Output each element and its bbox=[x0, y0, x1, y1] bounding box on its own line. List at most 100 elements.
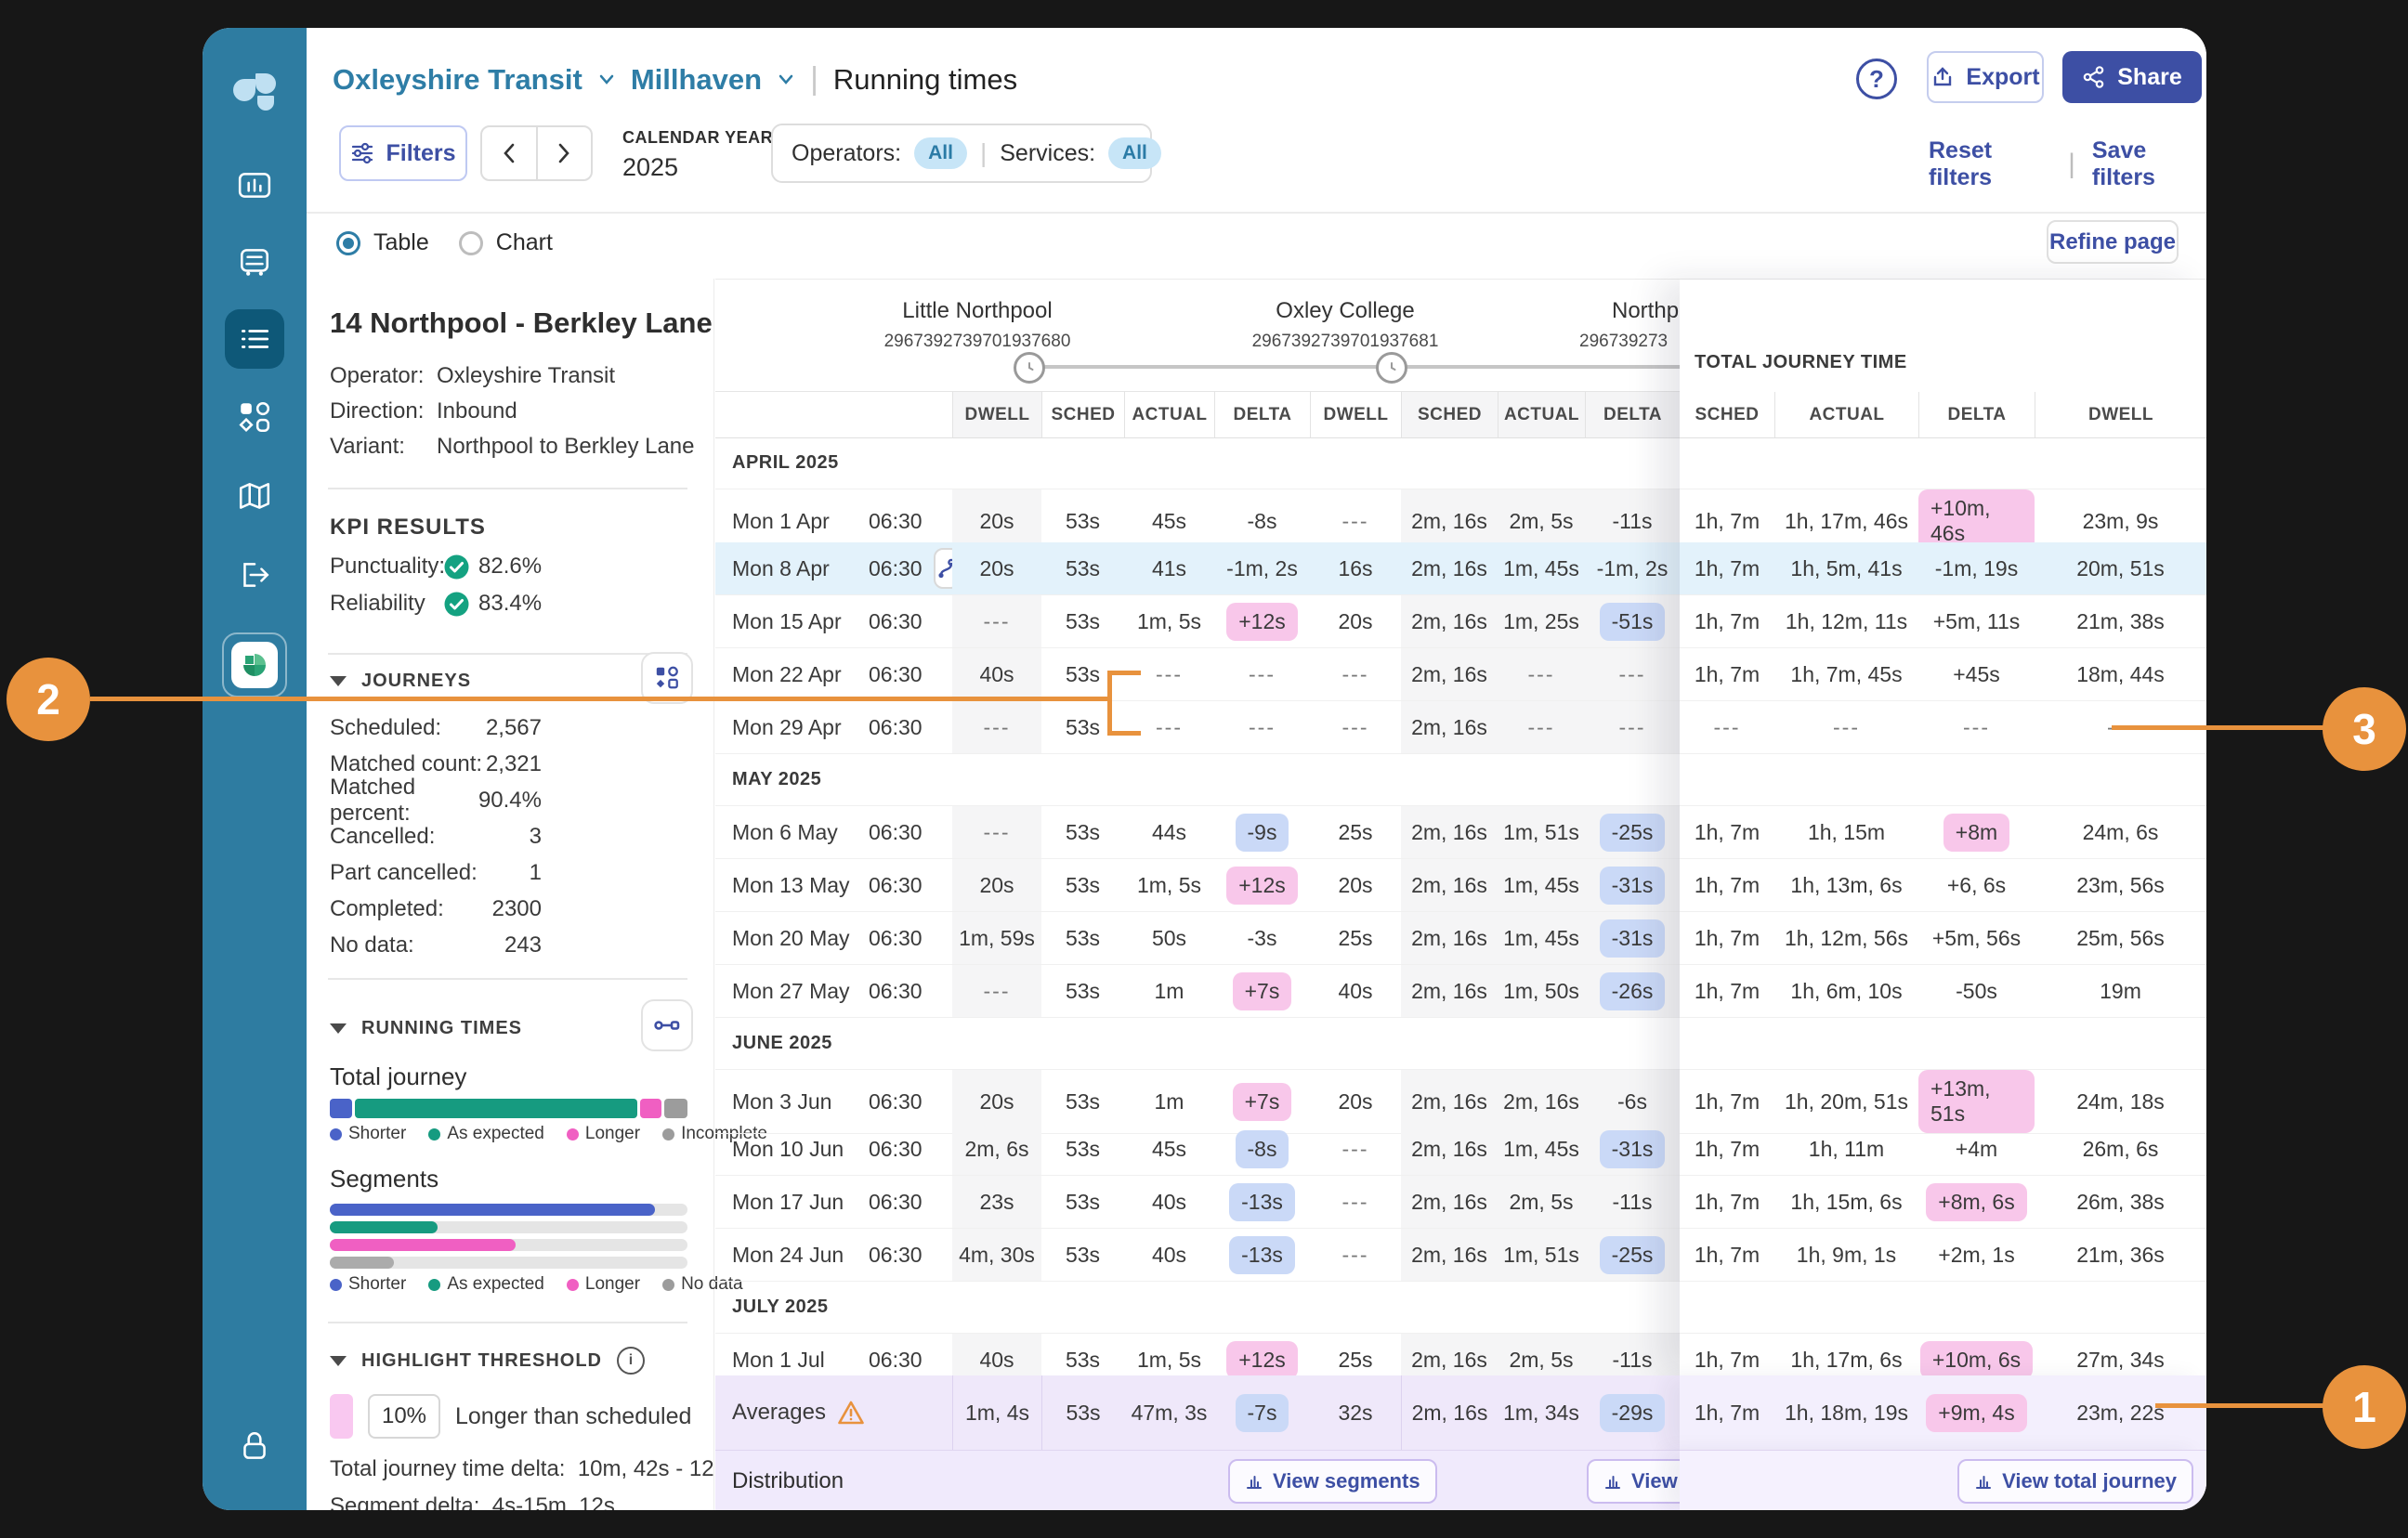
month-band-overlay-patch bbox=[1680, 437, 2206, 489]
table-row[interactable]: Mon 13 May06:3020s53s1m, 5s+12s20s2m, 16… bbox=[715, 859, 2206, 912]
sidebar-item-lock[interactable] bbox=[237, 1428, 272, 1464]
view-segments-button-1[interactable]: View segments bbox=[1228, 1459, 1437, 1504]
export-button[interactable]: Export bbox=[1927, 51, 2044, 103]
table-row[interactable]: Mon 8 Apr06:3020s53s41s-1m, 2s16s2m, 16s… bbox=[715, 542, 2206, 595]
bar-chart-icon bbox=[237, 167, 272, 202]
breadcrumb-operator[interactable]: Oxleyshire Transit bbox=[333, 63, 582, 97]
table-cell: +7s bbox=[1214, 965, 1310, 1018]
stat-value: 2,321 bbox=[486, 751, 542, 777]
sidebar-item-running-times-active[interactable] bbox=[225, 309, 284, 369]
table-row[interactable]: Mon 10 Jun06:302m, 6s53s45s-8s---2m, 16s… bbox=[715, 1123, 2206, 1176]
radio-table-label[interactable]: Table bbox=[373, 229, 429, 256]
table-row[interactable]: Mon 15 Apr06:30---53s1m, 5s+12s20s2m, 16… bbox=[715, 595, 2206, 648]
journeys-section-header[interactable]: JOURNEYS bbox=[330, 671, 471, 692]
callout-2: 2 bbox=[7, 658, 90, 741]
running-times-section-header[interactable]: RUNNING TIMES bbox=[330, 1018, 522, 1039]
grid-shapes-icon bbox=[654, 665, 680, 691]
view-total-journey-button[interactable]: View total journey bbox=[1957, 1459, 2193, 1504]
sidebar-item-map[interactable] bbox=[237, 479, 272, 515]
segment-bar-fill bbox=[330, 1239, 516, 1251]
table-cell: -29s bbox=[1585, 1375, 1680, 1450]
total-journey-time-label: TOTAL JOURNEY TIME bbox=[1695, 352, 1907, 373]
divider bbox=[328, 653, 687, 655]
stat-value: 243 bbox=[504, 932, 542, 958]
sidebar-item-signout[interactable] bbox=[237, 557, 272, 593]
table-cell: +8m bbox=[1918, 806, 2035, 859]
distribution-chart-icon bbox=[1245, 1472, 1263, 1491]
delta-pill-longer: +8m bbox=[1943, 814, 2009, 852]
legend-item: Shorter bbox=[330, 1274, 406, 1295]
reset-filters-link[interactable]: Reset filters bbox=[1929, 137, 2051, 191]
table-row[interactable]: Mon 17 Jun06:3023s53s40s-13s---2m, 16s2m… bbox=[715, 1176, 2206, 1229]
table-cell: 1m, 59s bbox=[952, 912, 1041, 965]
table-row[interactable]: Mon 22 Apr06:3040s53s---------2m, 16s---… bbox=[715, 648, 2206, 701]
sidebar-item-app[interactable] bbox=[222, 632, 287, 697]
table-row[interactable]: Mon 1 Apr06:3020s53s45s-8s---2m, 16s2m, … bbox=[715, 489, 2206, 542]
table-cell: 2m, 16s bbox=[1401, 859, 1498, 912]
table-cell: 2m, 5s bbox=[1498, 1176, 1585, 1229]
table-row[interactable]: Mon 20 May06:301m, 59s53s50s-3s25s2m, 16… bbox=[715, 912, 2206, 965]
calendar-year: CALENDAR YEAR 2025 bbox=[622, 128, 773, 182]
table-cell: +12s bbox=[1214, 859, 1310, 912]
refine-page-button[interactable]: Refine page bbox=[2047, 220, 2179, 264]
segment-bar bbox=[330, 1221, 687, 1233]
prev-year-button[interactable] bbox=[482, 127, 538, 179]
calendar-year-value: 2025 bbox=[622, 153, 773, 182]
table-cell: 40s bbox=[1124, 1229, 1214, 1282]
view-segments-button-2[interactable]: View segments bbox=[1587, 1459, 1680, 1504]
map-icon bbox=[237, 479, 272, 515]
chevron-down-icon bbox=[597, 73, 616, 86]
table-row[interactable]: Mon 6 May06:30---53s44s-9s25s2m, 16s1m, … bbox=[715, 806, 2206, 859]
table-cell: 1h, 12m, 11s bbox=[1774, 595, 1918, 648]
scope-summary[interactable]: Operators: All | Services: All bbox=[771, 124, 1152, 183]
sidebar-item-vehicles[interactable] bbox=[237, 244, 272, 280]
breadcrumb-area[interactable]: Millhaven bbox=[631, 63, 762, 97]
table-cell: --- bbox=[1585, 648, 1680, 701]
table-row[interactable]: Mon 3 Jun06:3020s53s1m+7s20s2m, 16s2m, 1… bbox=[715, 1070, 2206, 1123]
legend-dot-icon bbox=[567, 1279, 579, 1291]
table-cell: +12s bbox=[1214, 595, 1310, 648]
kpi-value: 82.6% bbox=[478, 554, 542, 580]
help-button[interactable]: ? bbox=[1856, 59, 1897, 99]
callout-2-bracket bbox=[1107, 671, 1112, 736]
table-cell: 2m, 16s bbox=[1401, 701, 1498, 754]
table-cell: 25s bbox=[1310, 912, 1401, 965]
table-cell: +45s bbox=[1918, 648, 2035, 701]
segment-bar bbox=[330, 1204, 687, 1216]
running-times-link-button[interactable] bbox=[641, 999, 693, 1051]
month-label: JUNE 2025 bbox=[715, 1018, 1680, 1070]
radio-table[interactable] bbox=[336, 231, 360, 255]
averages-row: Averages1m, 4s53s47m, 3s-7s32s2m, 16s1m,… bbox=[715, 1375, 2206, 1450]
total-bar-segment bbox=[640, 1099, 661, 1118]
table-cell: 2m, 16s bbox=[1401, 912, 1498, 965]
row-date: Mon 8 Apr bbox=[715, 542, 869, 595]
stat-label: Scheduled: bbox=[330, 715, 441, 741]
next-year-button[interactable] bbox=[538, 127, 592, 179]
journeys-stat-row: Completed:2300 bbox=[330, 891, 542, 927]
month-label: MAY 2025 bbox=[715, 754, 1680, 806]
save-filters-link[interactable]: Save filters bbox=[2092, 137, 2206, 191]
header-cell-date bbox=[715, 392, 869, 438]
share-button[interactable]: Share bbox=[2062, 51, 2202, 103]
sidebar-item-segments[interactable] bbox=[237, 399, 272, 435]
table-row[interactable]: Mon 24 Jun06:304m, 30s53s40s-13s---2m, 1… bbox=[715, 1229, 2206, 1282]
table-cell: -25s bbox=[1585, 806, 1680, 859]
operators-badge: All bbox=[914, 137, 967, 169]
row-date: Mon 6 May bbox=[715, 806, 869, 859]
delta-pill-shorter: -51s bbox=[1600, 603, 1666, 641]
table-row[interactable]: Mon 29 Apr06:30---53s---------2m, 16s---… bbox=[715, 701, 2206, 754]
radio-chart[interactable] bbox=[459, 231, 483, 255]
threshold-input[interactable] bbox=[368, 1394, 440, 1439]
table-cell: +8m, 6s bbox=[1918, 1176, 2035, 1229]
table-cell: 1h, 15m bbox=[1774, 806, 1918, 859]
callout-3-line bbox=[2112, 725, 2325, 730]
radio-chart-label[interactable]: Chart bbox=[496, 229, 553, 256]
stat-value: 1 bbox=[530, 860, 542, 886]
table-row[interactable]: Mon 27 May06:30---53s1m+7s40s2m, 16s1m, … bbox=[715, 965, 2206, 1018]
threshold-section-header[interactable]: HIGHLIGHT THRESHOLD i bbox=[330, 1347, 645, 1375]
table-cell: -31s bbox=[1585, 1123, 1680, 1176]
table-cell: 1h, 7m bbox=[1680, 806, 1774, 859]
info-icon[interactable]: i bbox=[617, 1347, 645, 1375]
filters-button[interactable]: Filters bbox=[339, 125, 467, 181]
sidebar-item-analytics[interactable] bbox=[237, 167, 272, 202]
